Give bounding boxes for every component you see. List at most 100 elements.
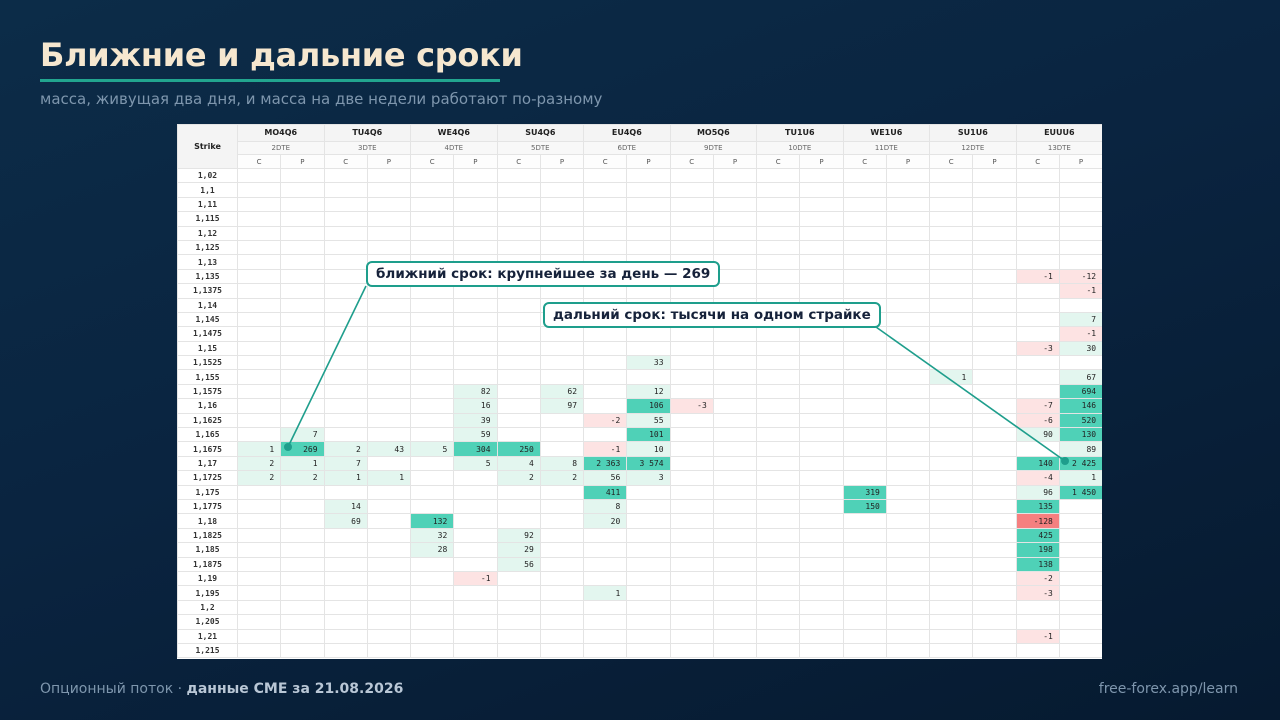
flow-cell: [496, 585, 541, 601]
flow-cell: [323, 211, 368, 227]
flow-cell: [453, 642, 498, 659]
flow-cell: [669, 628, 714, 644]
flow-cell: [410, 239, 455, 256]
flow-cell: 2: [236, 455, 282, 472]
flow-cell: [799, 441, 844, 457]
flow-cell: [929, 283, 974, 299]
flow-cell: [799, 628, 844, 644]
flow-cell: [842, 570, 887, 587]
flow-cell: [842, 340, 887, 357]
flow-cell: [885, 355, 931, 371]
flow-cell: [885, 268, 931, 285]
flow-cell: [1058, 297, 1102, 313]
flow-cell: 1: [236, 441, 282, 457]
flow-cell: [280, 239, 325, 256]
near-term-callout: ближний срок: крупнейшее за день — 269: [366, 261, 721, 287]
flow-cell: [410, 398, 455, 414]
flow-cell: [842, 470, 887, 486]
table-row: 1,1775 14 8 150 135: [177, 498, 1102, 515]
flow-cell: [929, 182, 974, 198]
flow-cell: [972, 470, 1017, 486]
flow-cell: [410, 470, 455, 486]
flow-cell: -12: [1058, 268, 1102, 285]
call-column-header: C: [929, 154, 974, 169]
flow-cell: [366, 369, 412, 385]
flow-cell: [712, 570, 758, 587]
table-row: 1,12: [177, 225, 1102, 241]
flow-cell: [972, 225, 1017, 241]
far-term-callout: дальний срок: тысячи на одном страйке: [543, 302, 881, 328]
flow-cell: [799, 268, 844, 285]
flow-cell: [236, 196, 282, 213]
flow-cell: [280, 599, 325, 616]
flow-cell: [712, 283, 758, 299]
flow-cell: [799, 642, 844, 659]
flow-cell: [366, 513, 412, 529]
flow-cell: [972, 383, 1017, 400]
flow-cell: [929, 383, 974, 400]
flow-cell: [799, 412, 844, 429]
flow-cell: [712, 412, 758, 429]
flow-cell: [539, 642, 585, 659]
flow-cell: [1058, 642, 1102, 659]
flow-cell: [885, 614, 931, 630]
flow-cell: [669, 167, 714, 184]
flow-cell: [842, 326, 887, 342]
flow-cell: [669, 239, 714, 256]
expiry-dte: 5DTE: [496, 140, 585, 156]
flow-cell: [280, 182, 325, 198]
table-row: 1,155 1 67: [177, 369, 1102, 385]
flow-cell: [669, 355, 714, 371]
flow-cell: 425: [1015, 527, 1060, 544]
flow-cell: [236, 412, 282, 429]
flow-cell: [1058, 585, 1102, 601]
flow-cell: [539, 211, 585, 227]
flow-cell: [539, 441, 585, 457]
flow-cell: [583, 225, 628, 241]
flow-cell: [626, 498, 671, 515]
flow-cell: [799, 470, 844, 486]
flow-cell: 67: [1058, 369, 1102, 385]
flow-cell: [799, 340, 844, 357]
flow-cell: [885, 167, 931, 184]
flow-cell: [885, 340, 931, 357]
flow-cell: [842, 441, 887, 457]
flow-cell: [453, 556, 498, 572]
flow-cell: [1015, 326, 1060, 342]
flow-cell: [1058, 355, 1102, 371]
flow-cell: [972, 211, 1017, 227]
flow-cell: [539, 498, 585, 515]
flow-cell: [236, 268, 282, 285]
flow-cell: [453, 211, 498, 227]
flow-cell: [539, 599, 585, 616]
table-row: 1,185 28 29 198: [177, 542, 1102, 558]
flow-cell: [280, 585, 325, 601]
flow-cell: 20: [583, 513, 628, 529]
flow-cell: 7: [323, 455, 368, 472]
flow-cell: [280, 340, 325, 357]
flow-cell: [323, 484, 368, 500]
flow-cell: [626, 585, 671, 601]
flow-cell: [799, 369, 844, 385]
flow-cell: [885, 441, 931, 457]
flow-cell: [799, 239, 844, 256]
flow-cell: [972, 167, 1017, 184]
flow-cell: [885, 498, 931, 515]
flow-cell: [842, 513, 887, 529]
flow-cell: 694: [1058, 383, 1102, 400]
flow-cell: [885, 311, 931, 328]
flow-cell: [756, 470, 801, 486]
flow-cell: [236, 484, 282, 500]
flow-cell: [1058, 211, 1102, 227]
table-row: 1,02: [177, 167, 1102, 184]
flow-cell: [280, 254, 325, 270]
flow-cell: [280, 642, 325, 659]
flow-cell: [280, 614, 325, 630]
flow-cell: [496, 167, 541, 184]
flow-cell: [453, 311, 498, 328]
flow-cell: [669, 527, 714, 544]
flow-cell: [842, 383, 887, 400]
flow-cell: [842, 455, 887, 472]
flow-cell: [236, 556, 282, 572]
flow-cell: [972, 498, 1017, 515]
